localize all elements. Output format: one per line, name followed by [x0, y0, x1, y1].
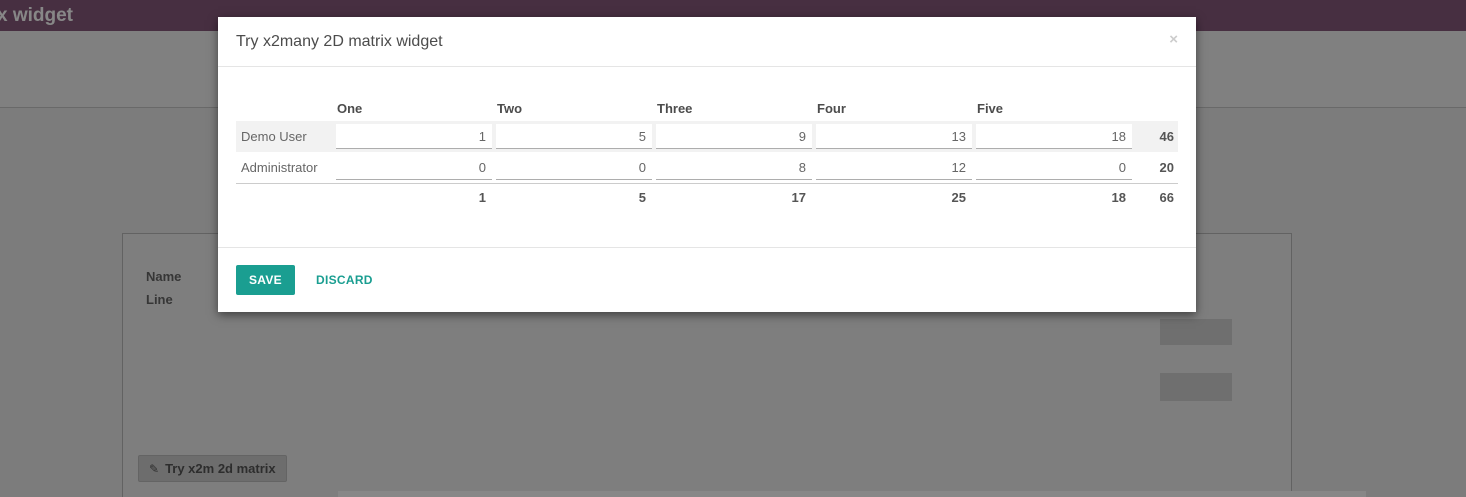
matrix-cell-input[interactable]: [816, 155, 972, 180]
column-total: 25: [951, 189, 966, 205]
matrix-cell: [494, 124, 654, 149]
matrix-cell: [334, 155, 494, 180]
column-header: Two: [497, 100, 523, 116]
matrix-row: Administrator 20: [236, 152, 1178, 183]
background-input-field[interactable]: [1160, 319, 1232, 345]
dialog-body: One Two Three Four Five Demo User 46 Administra…: [218, 67, 1196, 210]
matrix-cell-input[interactable]: [496, 155, 652, 180]
dialog-footer: SAVE DISCARD: [218, 247, 1196, 312]
matrix-row: Demo User 46: [236, 121, 1178, 152]
name-field-label: Name: [146, 269, 182, 284]
grand-total: 66: [1159, 189, 1174, 205]
breadcrumb[interactable]: x widget: [0, 4, 74, 26]
x2many-matrix-dialog: Try x2many 2D matrix widget × One Two Thre…: [218, 17, 1196, 312]
discard-button[interactable]: DISCARD: [316, 273, 373, 287]
matrix-cell-input[interactable]: [336, 124, 492, 149]
close-icon[interactable]: ×: [1169, 31, 1178, 48]
row-total: 46: [1159, 129, 1174, 144]
column-total: 1: [478, 189, 486, 205]
column-total: 5: [638, 189, 646, 205]
matrix-cell-input[interactable]: [336, 155, 492, 180]
row-label: Administrator: [241, 160, 318, 175]
row-label: Demo User: [241, 129, 307, 144]
matrix-cell: [974, 155, 1134, 180]
matrix-cell-input[interactable]: [656, 124, 812, 149]
try-x2m-2d-matrix-button[interactable]: ✎ Try x2m 2d matrix: [138, 455, 287, 482]
matrix-table: One Two Three Four Five Demo User 46 Administra…: [236, 95, 1178, 210]
edit-icon: ✎: [149, 461, 160, 476]
column-header: Four: [817, 100, 846, 116]
matrix-cell: [974, 124, 1134, 149]
matrix-cell-input[interactable]: [976, 155, 1132, 180]
matrix-cell-input[interactable]: [496, 124, 652, 149]
matrix-cell: [814, 155, 974, 180]
matrix-cell-input[interactable]: [816, 124, 972, 149]
column-total: 17: [791, 189, 806, 205]
matrix-cell-input[interactable]: [656, 155, 812, 180]
row-total: 20: [1159, 160, 1174, 175]
line-field-label: Line: [146, 292, 173, 307]
matrix-cell: [814, 124, 974, 149]
matrix-cell: [654, 124, 814, 149]
column-header: Five: [977, 100, 1004, 116]
matrix-cell: [654, 155, 814, 180]
matrix-cell-input[interactable]: [976, 124, 1132, 149]
column-total: 18: [1111, 189, 1126, 205]
column-totals-row: 1 5 17 25 18 66: [236, 183, 1178, 210]
dialog-title: Try x2many 2D matrix widget: [236, 32, 443, 50]
dialog-header: Try x2many 2D matrix widget ×: [218, 17, 1196, 67]
column-header: One: [337, 100, 363, 116]
column-header: Three: [657, 100, 693, 116]
matrix-cell: [334, 124, 494, 149]
save-button[interactable]: SAVE: [236, 265, 295, 295]
try-x2m-2d-matrix-button-label: Try x2m 2d matrix: [165, 461, 276, 476]
background-list-panel: [338, 491, 1366, 497]
background-input-field[interactable]: [1160, 373, 1232, 401]
matrix-cell: [494, 155, 654, 180]
matrix-header-row: One Two Three Four Five: [236, 95, 1178, 121]
